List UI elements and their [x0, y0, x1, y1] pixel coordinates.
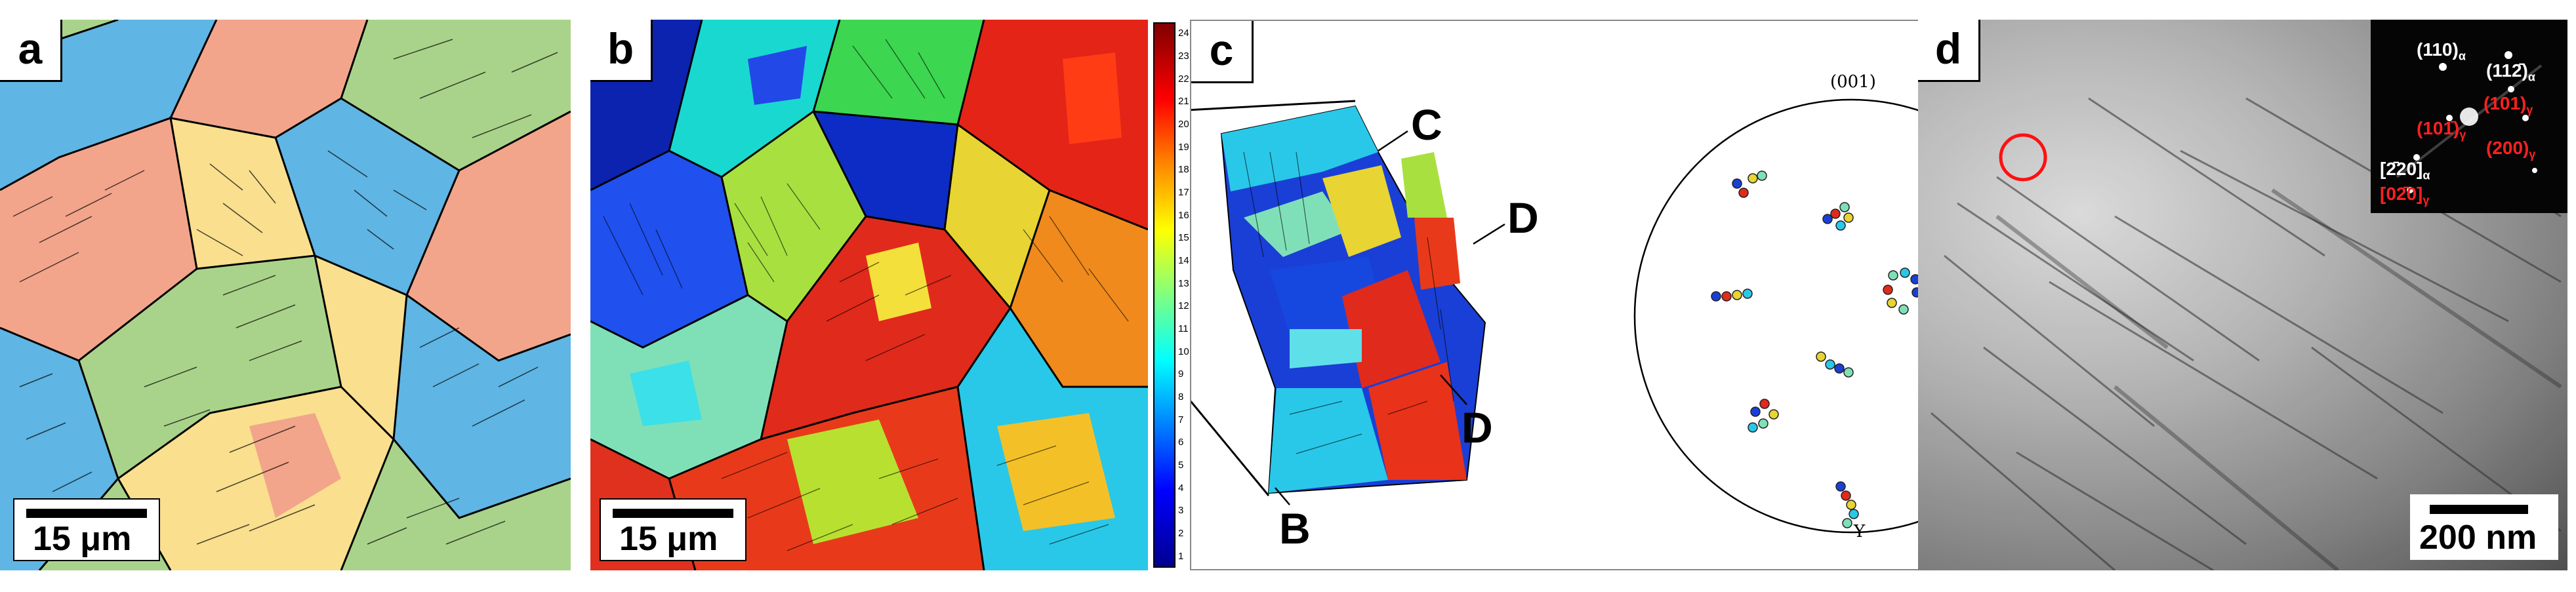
- connector-line-top: [1191, 100, 1356, 111]
- saed-w1-sub: α: [2458, 49, 2466, 63]
- colorbar-tick: 18: [1178, 164, 1189, 176]
- colorbar-tick: 21: [1178, 96, 1189, 108]
- colorbar-tick: 17: [1178, 187, 1189, 198]
- annotation-d-lower: D: [1462, 403, 1493, 452]
- colorbar-tick: 14: [1178, 255, 1189, 266]
- saed-w3: [2̄20]: [2380, 159, 2423, 179]
- scale-label-a: 15 μm: [33, 520, 132, 558]
- highlight-circle: [1999, 133, 2047, 182]
- scale-bar-box-b: 15 μm: [600, 498, 746, 561]
- colorbar-tick: 13: [1178, 277, 1189, 289]
- colorbar: [1153, 22, 1176, 568]
- phase-map: [0, 20, 571, 570]
- annotation-d-upper: D: [1507, 193, 1539, 242]
- scale-label-d: 200 nm: [2419, 519, 2537, 557]
- saed-r1-sub: γ: [2526, 103, 2533, 117]
- scale-bar-b: [613, 509, 733, 518]
- colorbar-tick: 19: [1178, 141, 1189, 153]
- colorbar-tick: 16: [1178, 209, 1189, 221]
- panel-label-c: c: [1191, 21, 1254, 83]
- grain-map-and-pole-figure: [1191, 98, 2069, 534]
- saed-r4: [02̄0]: [2380, 184, 2423, 204]
- scale-bar-d: [2430, 505, 2528, 514]
- saed-r3-sub: γ: [2529, 148, 2536, 161]
- colorbar-tick: 5: [1178, 460, 1184, 471]
- orientation-map: [590, 20, 1148, 570]
- saed-pattern-inset: (110)α (112̄)α (101)γ (101̄)γ (200)γ [2̄…: [2371, 20, 2567, 213]
- colorbar-tick: 9: [1178, 368, 1184, 380]
- colorbar-tick: 15: [1178, 232, 1189, 244]
- pole-figure-axis-y: Y: [1854, 522, 1866, 542]
- colorbar-tick: 24: [1178, 28, 1189, 39]
- colorbar-tick: 1: [1178, 550, 1184, 562]
- colorbar-tick: 7: [1178, 414, 1184, 425]
- colorbar-tick: 3: [1178, 505, 1184, 517]
- colorbar-tick: 4: [1178, 482, 1184, 494]
- saed-r1: (101): [2484, 93, 2527, 113]
- saed-w3-sub: α: [2423, 168, 2430, 182]
- panel-b: b 15 μm: [590, 20, 1148, 570]
- colorbar-tick: 10: [1178, 345, 1189, 357]
- scale-bar-a: [26, 509, 147, 518]
- scale-label-b: 15 μm: [619, 520, 718, 558]
- colorbar-tick: 12: [1178, 300, 1189, 312]
- saed-w1: (110): [2417, 39, 2459, 60]
- saed-r3: (200): [2486, 138, 2529, 158]
- scale-bar-box-d: 200 nm: [2410, 494, 2558, 560]
- panel-label-b: b: [590, 20, 653, 82]
- colorbar-tick: 8: [1178, 391, 1184, 403]
- scale-bar-box-a: 15 μm: [13, 498, 160, 561]
- panel-a: a 15 μm: [0, 20, 571, 570]
- colorbar-tick: 23: [1178, 50, 1189, 62]
- saed-w2: (112̄): [2486, 60, 2528, 81]
- saed-w2-sub: α: [2527, 70, 2535, 84]
- panel-c: c C D D B (001) X Y: [1190, 20, 2289, 570]
- colorbar-tick: 2: [1178, 528, 1184, 539]
- colorbar-tick: 11: [1178, 323, 1189, 334]
- saed-r4-sub: γ: [2423, 193, 2430, 207]
- saed-r2-sub: γ: [2459, 128, 2466, 142]
- saed-r2: (101̄): [2417, 118, 2460, 138]
- annotation-b: B: [1279, 504, 1311, 553]
- annotation-c: C: [1411, 100, 1442, 149]
- colorbar-tick: 6: [1178, 437, 1184, 448]
- colorbar-tick: 20: [1178, 119, 1189, 130]
- panel-label-a: a: [0, 20, 62, 82]
- panel-d: d (110)α (112̄)α (101)γ (101̄)γ (200)γ […: [1918, 20, 2567, 570]
- colorbar-tick: 22: [1178, 73, 1189, 85]
- grain-map: [1220, 105, 1486, 494]
- connector-line-bottom: [1191, 400, 1270, 496]
- pole-figure-title: (001): [1830, 72, 1876, 92]
- panel-label-d: d: [1918, 20, 1980, 82]
